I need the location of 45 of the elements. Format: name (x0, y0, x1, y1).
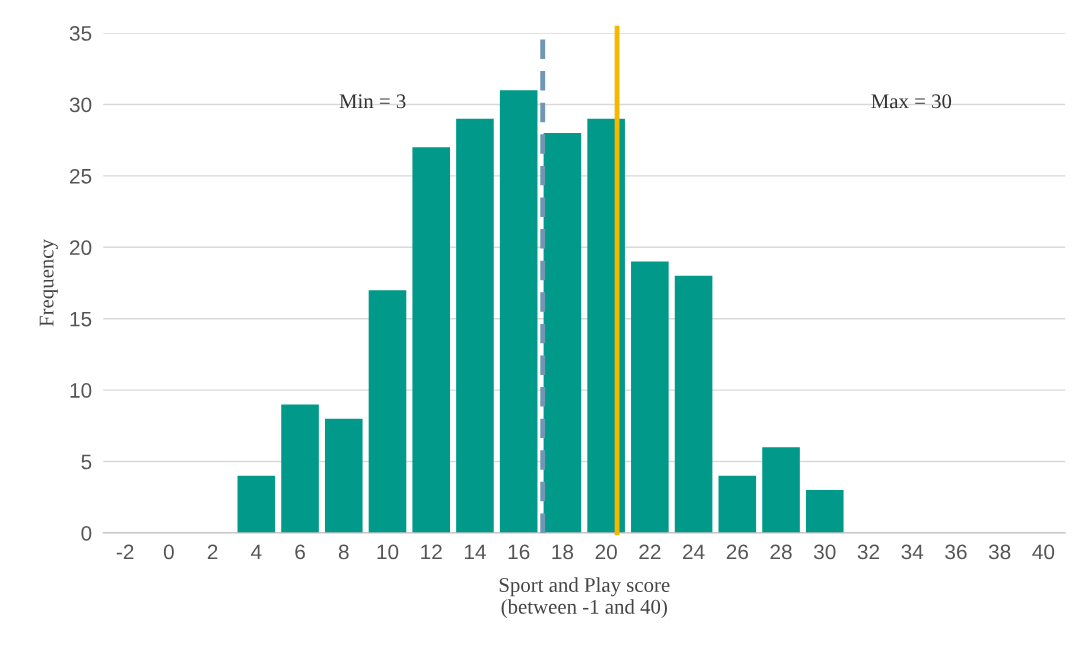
x-tick-label: 38 (988, 544, 1011, 560)
y-axis-title: Frequency (39, 239, 58, 327)
x-tick-label: 40 (1032, 544, 1055, 560)
x-tick-label: 36 (945, 544, 967, 560)
y-tick-label: 35 (69, 26, 92, 41)
x-tick-label: 4 (251, 544, 262, 560)
x-tick-label: 22 (639, 544, 661, 560)
y-tick-label: 5 (81, 454, 92, 470)
x-tick-label: 10 (377, 544, 399, 560)
bar (237, 475, 276, 533)
y-tick-label: 20 (70, 240, 92, 256)
bar (412, 147, 451, 533)
bar (762, 447, 800, 533)
y-tick-label: 15 (70, 311, 92, 327)
x-axis-title: Sport and Play score (between -1 and 40) (499, 577, 670, 619)
bar (631, 261, 669, 533)
bar (324, 418, 363, 533)
bar (805, 490, 844, 533)
y-tick-label: 30 (69, 97, 92, 113)
bar (718, 475, 757, 533)
x-tick-label: 20 (595, 544, 617, 560)
x-tick-label: 24 (683, 544, 705, 560)
bar (368, 290, 407, 533)
x-tick-label: 32 (857, 544, 880, 560)
x-tick-label: 6 (295, 544, 305, 560)
bar (281, 404, 319, 533)
y-tick-label: 25 (70, 168, 92, 184)
x-tick-label: 18 (552, 544, 574, 560)
x-tick-label: 2 (207, 544, 218, 560)
y-tick-label: 0 (81, 525, 92, 541)
annotation: Max = 30 (871, 94, 952, 109)
y-tick-label: 10 (70, 383, 92, 398)
x-tick-label: 8 (338, 544, 349, 560)
x-tick-label: 12 (421, 544, 442, 560)
x-tick-label: 16 (508, 544, 530, 560)
bar (456, 118, 494, 533)
x-tick-label: 28 (770, 544, 792, 560)
x-tick-label: 26 (726, 544, 748, 560)
x-tick-label: 0 (163, 544, 174, 560)
annotation: Min = 3 (339, 94, 406, 109)
x-tick-label: -2 (116, 544, 134, 560)
x-tick-label: 14 (464, 544, 486, 560)
bar (674, 275, 713, 533)
x-tick-label: 30 (813, 544, 836, 560)
x-tick-label: 34 (901, 544, 924, 560)
